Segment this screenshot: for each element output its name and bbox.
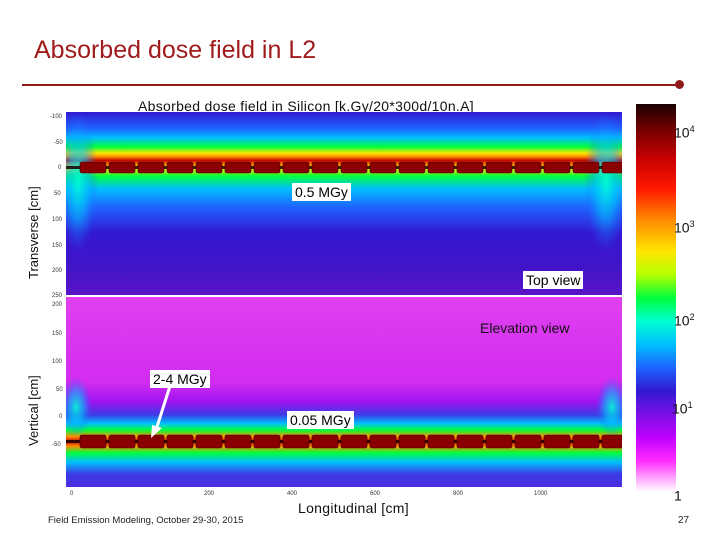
transverse-axis-label: Transverse [cm] [26, 186, 41, 279]
peak-dose-arrow [151, 385, 172, 438]
magnet-segment [427, 161, 455, 174]
elevation-view-label: Elevation view [480, 320, 570, 336]
peak-dose-annotation: 2-4 MGy [150, 370, 210, 388]
magnet-segment [224, 161, 252, 174]
title-divider [22, 84, 680, 86]
tick-label: 400 [287, 491, 298, 497]
magnet-segment [398, 434, 426, 449]
tick-label: 150 [52, 243, 63, 249]
magnet-segment [108, 434, 136, 449]
top-view-end-glow-right [584, 112, 622, 252]
tick-label: 200 [52, 268, 63, 274]
magnet-segment [282, 434, 310, 449]
top-dose-annotation: 0.5 MGy [292, 183, 351, 201]
longitudinal-axis-label: Longitudinal [cm] [298, 500, 409, 516]
magnet-segment [340, 434, 368, 449]
magnet-segment [456, 161, 484, 174]
top-view-magnet-segments [79, 161, 622, 174]
figure-title: Absorbed dose field in Silicon [k.Gy/20*… [138, 98, 474, 114]
tick-label: 600 [370, 491, 381, 497]
magnet-segment [427, 434, 455, 449]
magnet-segment [311, 161, 339, 174]
magnet-segment [398, 161, 426, 174]
colorbar-label-1e4: 104 [674, 124, 695, 141]
tick-label: -50 [54, 140, 63, 146]
magnet-segment [514, 161, 542, 174]
slide-title: Absorbed dose field in L2 [34, 36, 317, 64]
magnet-segment [485, 434, 513, 449]
magnet-segment [166, 161, 194, 174]
magnet-segment [485, 161, 513, 174]
tick-label: -100 [50, 114, 63, 120]
tick-label: 50 [56, 387, 63, 393]
tick-label: 200 [52, 302, 63, 308]
magnet-segment [543, 161, 571, 174]
footer-text: Field Emission Modeling, October 29-30, … [48, 515, 244, 526]
tick-label: 50 [54, 191, 61, 197]
bottom-dose-annotation: 0.05 MGy [287, 411, 354, 429]
magnet-segment [369, 161, 397, 174]
magnet-segment [456, 434, 484, 449]
top-view-label: Top view [523, 271, 584, 289]
magnet-segment [572, 161, 600, 174]
tick-label: 200 [204, 491, 215, 497]
magnet-segment [137, 161, 165, 174]
tick-label: 100 [52, 217, 63, 223]
magnet-segment [195, 161, 223, 174]
magnet-segment [311, 434, 339, 449]
magnet-segment [369, 434, 397, 449]
tick-label: 150 [52, 331, 63, 337]
tick-label: 0 [70, 491, 74, 497]
magnet-segment [340, 161, 368, 174]
magnet-segment [543, 434, 571, 449]
top-view-end-glow-left [66, 112, 98, 252]
elevation-view-magnet-segments [79, 434, 622, 449]
magnet-segment [572, 434, 600, 449]
magnet-segment [514, 434, 542, 449]
magnet-segment [195, 434, 223, 449]
colorbar-label-1e2: 102 [674, 312, 695, 329]
tick-label: 100 [52, 359, 63, 365]
colorbar-label-1: 1 [674, 487, 682, 504]
tick-label: 0 [58, 165, 62, 171]
tick-label: 0 [59, 414, 63, 420]
magnet-segment [282, 161, 310, 174]
magnet-segment [601, 161, 622, 174]
divider-dot [675, 80, 684, 89]
page-number: 27 [678, 515, 690, 526]
magnet-segment [601, 434, 622, 449]
magnet-segment [166, 434, 194, 449]
colorbar [636, 104, 676, 492]
magnet-segment [79, 161, 107, 174]
magnet-segment [108, 161, 136, 174]
vertical-axis-label: Vertical [cm] [26, 375, 41, 446]
dose-field-plots [66, 112, 622, 487]
top-view-panel [66, 112, 622, 295]
tick-label: 1000 [534, 491, 548, 497]
magnet-segment [79, 434, 107, 449]
tick-label: 800 [453, 491, 464, 497]
magnet-segment [253, 434, 281, 449]
magnet-segment [137, 434, 165, 449]
colorbar-label-1e1: 101 [672, 400, 693, 417]
tick-label: 250 [52, 293, 63, 299]
magnet-segment [224, 434, 252, 449]
colorbar-label-1e3: 103 [674, 219, 695, 236]
elevation-end-glow-left [66, 377, 92, 437]
magnet-segment [253, 161, 281, 174]
elevation-view-panel [66, 297, 622, 487]
elevation-end-glow-right [596, 377, 622, 437]
tick-label: -50 [52, 442, 61, 448]
